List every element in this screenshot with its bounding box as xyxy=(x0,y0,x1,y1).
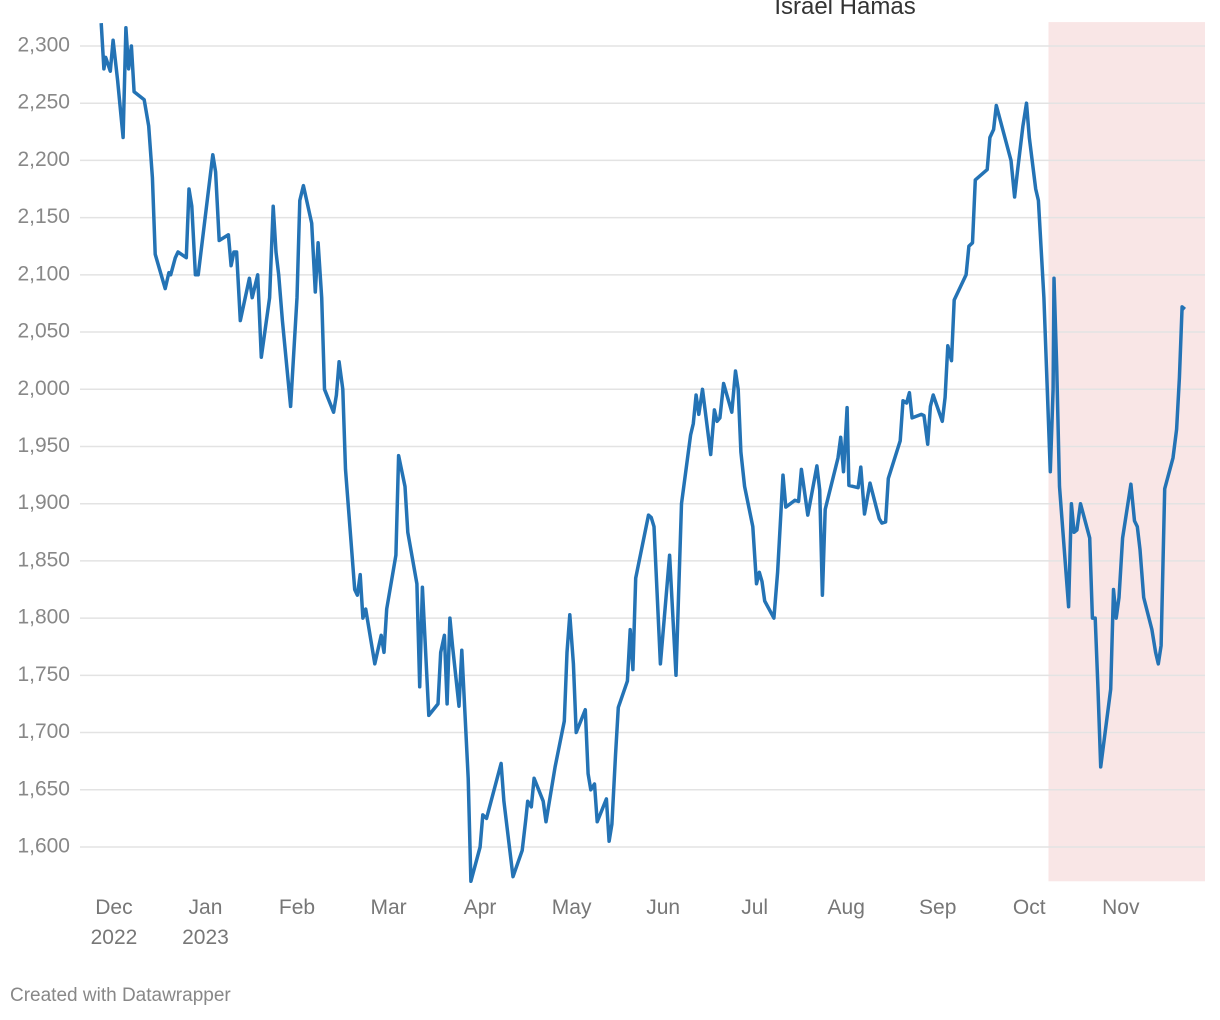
annotation: Israel Hamas xyxy=(774,0,915,20)
x-tick-label: Sep xyxy=(919,896,957,919)
y-tick-label: 1,650 xyxy=(17,777,70,800)
highlight-band xyxy=(1048,22,1205,882)
y-tick-label: 2,300 xyxy=(17,34,70,57)
credit: Created with Datawrapper xyxy=(10,985,231,1006)
x-tick-label: Feb xyxy=(278,896,316,919)
x-tick-label: Oct xyxy=(1012,896,1046,919)
x-tick-label: Apr xyxy=(463,896,497,919)
x-tick-label: Jul xyxy=(741,896,769,919)
y-tick-label: 2,050 xyxy=(17,320,70,343)
x-tick-label: Nov xyxy=(1102,896,1140,919)
x-tick-label: Dec 2022 xyxy=(90,896,138,949)
x-tick-label: Aug xyxy=(827,896,865,919)
x-tick-label: May xyxy=(551,896,592,919)
y-tick-label: 1,750 xyxy=(17,663,70,686)
y-tick-label: 2,150 xyxy=(17,205,70,228)
y-tick-label: 1,850 xyxy=(17,548,70,571)
y-tick-label: 1,600 xyxy=(17,835,70,858)
y-tick-label: 2,000 xyxy=(17,377,70,400)
y-tick-label: 2,200 xyxy=(17,148,70,171)
y-tick-label: 2,250 xyxy=(17,91,70,114)
x-tick-label: Jun xyxy=(646,896,681,919)
line xyxy=(99,22,1187,884)
y-tick-label: 1,900 xyxy=(17,491,70,514)
y-tick-label: 1,800 xyxy=(17,606,70,629)
x-tick-label: Mar xyxy=(370,896,407,919)
y-tick-label: 1,950 xyxy=(17,434,70,457)
y-tick-label: 1,700 xyxy=(17,720,70,743)
x-tick-label: Jan 2023 xyxy=(182,896,229,949)
y-tick-label: 2,100 xyxy=(17,262,70,285)
